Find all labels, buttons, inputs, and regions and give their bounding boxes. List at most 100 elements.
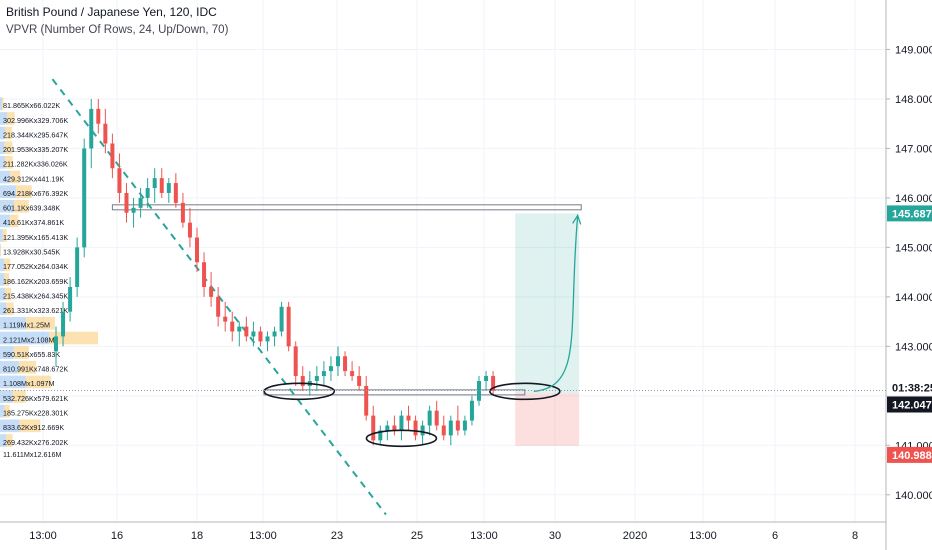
candle-body (187, 222, 192, 238)
profit-zone[interactable] (515, 213, 580, 394)
candle-body (244, 326, 249, 337)
vp-bar-down (4, 156, 13, 169)
time-tick-label: 18 (191, 530, 203, 542)
vp-bar-up (0, 112, 8, 125)
candle-body (138, 197, 143, 208)
candle-body (484, 376, 489, 381)
vp-row-label: 532.726Kx579.621K (3, 394, 68, 403)
candle-body (434, 410, 439, 426)
resistance-zone[interactable] (111, 204, 582, 211)
vp-bar-down (13, 346, 29, 359)
candle-body (328, 366, 333, 372)
price-axis[interactable] (886, 0, 932, 550)
price-tick-label: 147.000 (895, 143, 932, 155)
current-price-label: 142.047 (892, 400, 932, 412)
current-price-label-bg (887, 396, 932, 413)
time-tick-label: 16 (111, 530, 123, 542)
candle-body (314, 376, 319, 381)
loss-zone[interactable] (515, 393, 580, 446)
candle-body (89, 108, 94, 149)
bar-countdown-label: 01:38:25 (892, 383, 932, 395)
projection-curve[interactable] (533, 215, 579, 393)
bar-countdown-label-bg (887, 379, 932, 396)
vp-bar-up (0, 346, 14, 359)
vp-bar-up (0, 419, 20, 433)
candle-body (286, 306, 291, 347)
candle-body (131, 207, 136, 213)
vp-bar-down (25, 375, 52, 389)
vp-row-label: 211.282Kx336.026K (3, 160, 68, 169)
candle-body (364, 385, 369, 416)
vp-row-label: 81.865Kx66.022K (3, 101, 60, 110)
candle-body (54, 336, 58, 352)
vp-bar-up (0, 287, 5, 301)
candle-body (371, 415, 376, 441)
vp-bar-up (0, 302, 7, 316)
candle-body (357, 376, 362, 386)
chart-title: British Pound / Japanese Yen, 120, IDC (6, 5, 217, 19)
vp-row-label: 177.052Kx264.034K (3, 262, 68, 271)
vp-bar-up (0, 199, 14, 213)
vp-row-label: 185.275Kx228.301K (3, 409, 68, 418)
candle-body (209, 286, 214, 297)
candle-body (399, 415, 404, 431)
vp-bar-down (4, 404, 10, 418)
vp-bar-down (9, 170, 21, 184)
vp-row-label: 429.312Kx441.19K (3, 174, 64, 183)
vp-row-label: 13.928Kx30.545K (3, 247, 60, 256)
vp-bar-down (19, 419, 41, 433)
vp-bar-down (6, 302, 14, 316)
candle-body (448, 420, 453, 436)
vp-row-label: 694.218Kx676.392K (3, 189, 68, 198)
vp-bar-up (0, 156, 5, 169)
vp-bar-up (0, 97, 2, 111)
vp-row-label: 218.344Kx295.647K (3, 130, 68, 139)
vp-row-label: 1.119Mx1.25M (3, 321, 50, 330)
vp-row-label: 269.432Kx276.202K (3, 438, 68, 447)
vp-bar-up (0, 404, 5, 418)
annotation-ellipse[interactable] (365, 429, 438, 448)
candle-body (230, 321, 235, 332)
vp-bar-up (0, 214, 10, 228)
candle-body (159, 178, 164, 193)
candle-body (258, 331, 263, 342)
vp-bar-down (18, 360, 37, 374)
vp-bar-up (0, 375, 26, 389)
candle-body (469, 400, 474, 421)
candle-body (455, 420, 460, 431)
indicator-legend[interactable]: VPVR (Number Of Rows, 24, Up/Down, 70) (6, 24, 229, 36)
annotation-ellipse[interactable] (263, 382, 336, 401)
vp-bar-up (0, 360, 19, 374)
vp-bar-up (0, 170, 10, 184)
vp-row-label: 833.62Kx912.669K (3, 423, 64, 432)
candle-body (441, 425, 446, 436)
candle-body (406, 415, 411, 421)
vp-bar-down (12, 390, 26, 403)
time-tick-label: 13:00 (689, 530, 717, 542)
candle-body (378, 430, 383, 441)
candle-body (272, 331, 277, 337)
candle-body (223, 316, 228, 322)
vp-bar-up (0, 317, 26, 330)
time-tick-label: 13:00 (29, 530, 57, 542)
vp-bar-up (0, 258, 5, 272)
candle-body (237, 326, 242, 332)
candle-body (173, 183, 178, 203)
candle-body (96, 108, 101, 124)
vp-bar-down (2, 229, 7, 242)
candle-body (117, 168, 122, 193)
candle-body (202, 262, 207, 287)
candle-body (180, 202, 185, 223)
time-tick-label: 2020 (623, 530, 647, 542)
price-tick-label: 149.000 (895, 44, 932, 56)
vp-row-label: 121.395Kx165.413K (3, 233, 68, 242)
time-tick-label: 30 (549, 530, 561, 542)
price-tick-label: 148.000 (895, 94, 932, 106)
vp-bar-down (4, 258, 11, 272)
vp-bar-down (6, 434, 13, 447)
vp-bar-up (0, 185, 17, 198)
candle-body (103, 123, 108, 144)
annotation-ellipse[interactable] (489, 382, 561, 401)
